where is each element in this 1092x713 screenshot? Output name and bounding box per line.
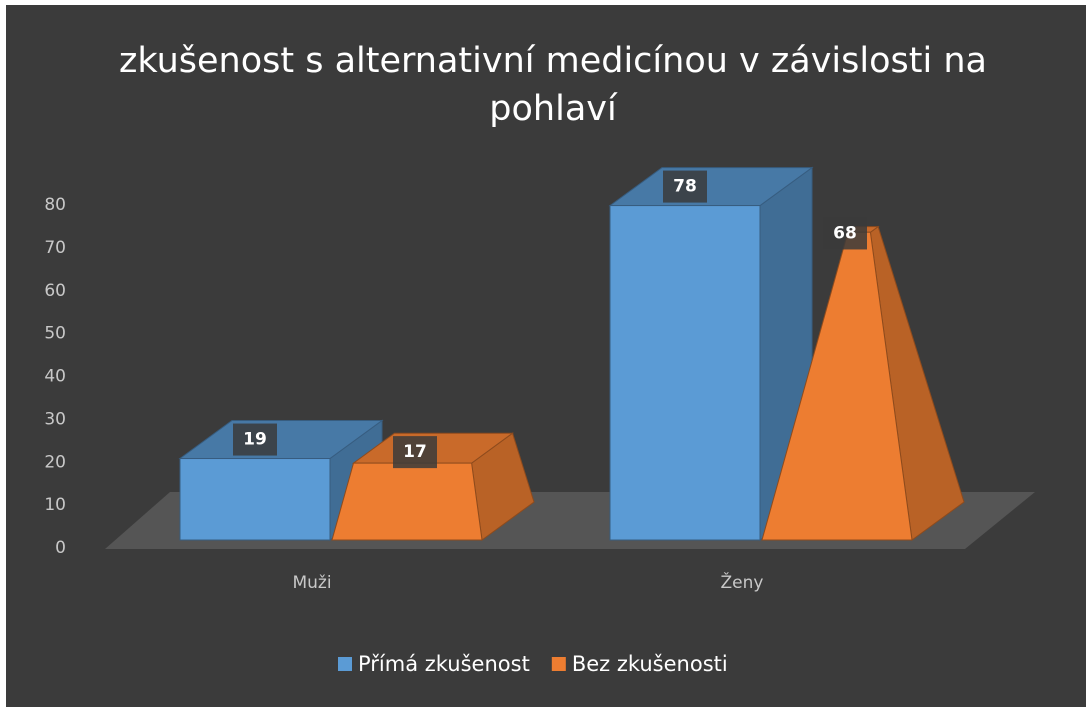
y-tick-label: 40 [44, 367, 66, 387]
data-label: 78 [673, 177, 697, 197]
bar [761, 225, 965, 541]
legend-swatch [551, 657, 566, 671]
chart-title: pohlaví [489, 89, 618, 129]
data-label-box [823, 217, 867, 250]
data-label-box [663, 170, 707, 203]
bar-front [179, 458, 331, 541]
y-tick-label: 20 [44, 452, 66, 472]
chart-title: zkušenost s alternativní medicínou v záv… [119, 41, 987, 81]
data-label-box [393, 436, 437, 469]
legend-label: Přímá zkušenost [358, 652, 530, 676]
y-tick-label: 0 [55, 538, 66, 558]
bar-front [331, 462, 483, 541]
y-tick-label: 50 [44, 324, 66, 344]
data-label: 68 [833, 223, 857, 243]
bar-front [761, 231, 913, 541]
legend-label: Bez zkušenosti [572, 652, 728, 676]
data-label-box [233, 423, 277, 456]
y-tick-label: 10 [44, 495, 66, 515]
bar [608, 166, 814, 541]
bar-front [609, 205, 761, 541]
data-label: 19 [243, 430, 267, 450]
y-tick-label: 80 [44, 195, 66, 215]
y-tick-label: 30 [44, 409, 66, 429]
y-tick-label: 70 [44, 238, 66, 258]
y-tick-label: 60 [44, 281, 66, 301]
data-label: 17 [403, 442, 427, 462]
x-tick-label: Ženy [721, 571, 764, 593]
x-tick-label: Muži [292, 573, 331, 593]
legend-swatch [338, 657, 352, 671]
